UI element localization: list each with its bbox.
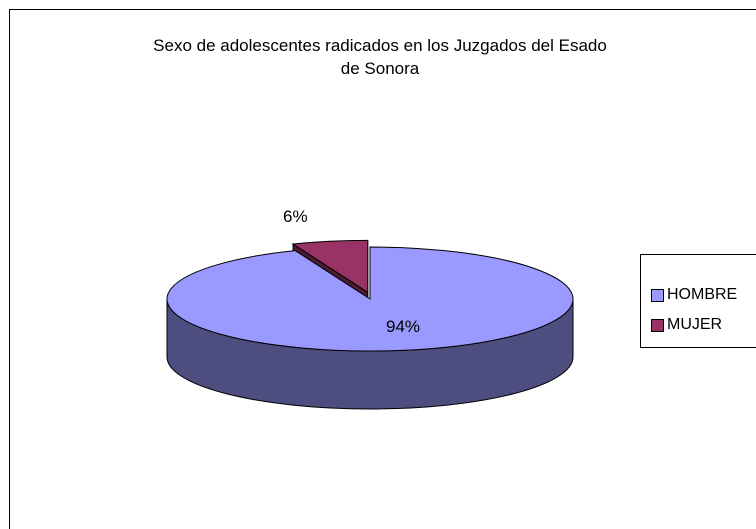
slice-hombre <box>166 246 574 352</box>
slice-mujer <box>291 239 369 294</box>
legend-label-hombre: HOMBRE <box>667 286 738 303</box>
legend-label-mujer: MUJER <box>667 316 723 333</box>
legend-item-hombre: HOMBRE <box>651 286 737 304</box>
legend: HOMBRE MUJER <box>640 254 756 348</box>
legend-swatch-hombre <box>651 288 664 302</box>
chart-title: Sexo de adolescentes radicados en los Ju… <box>153 36 607 78</box>
legend-item-mujer: MUJER <box>651 316 722 334</box>
data-label-mujer: 6% <box>283 207 308 226</box>
data-label-hombre: 94% <box>386 317 421 336</box>
chart-frame <box>9 9 756 529</box>
legend-swatch-mujer <box>651 318 664 332</box>
